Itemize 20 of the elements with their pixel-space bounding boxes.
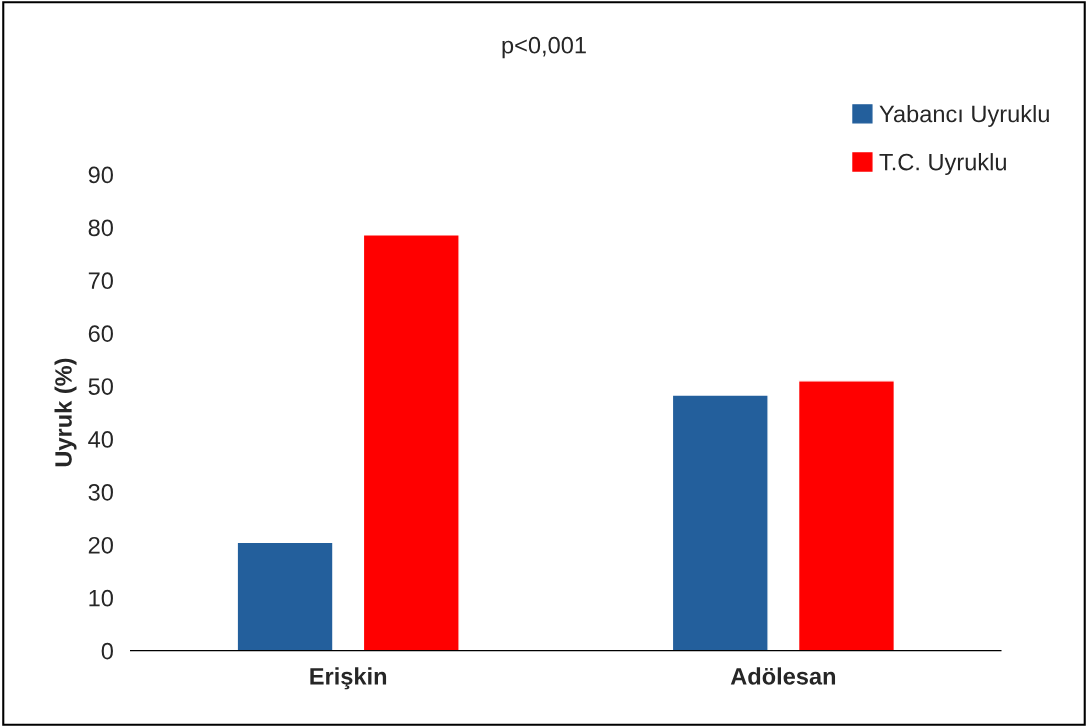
- bar: [797, 380, 896, 651]
- bar: [236, 541, 334, 651]
- y-tick-label: 40: [88, 431, 113, 448]
- y-tick-label: 80: [88, 219, 113, 237]
- bar: [362, 234, 460, 651]
- x-tick-label: Erişkin: [310, 667, 387, 690]
- chart-title: p<0,001: [502, 36, 586, 59]
- legend-label: T.C. Uyruklu: [879, 153, 1006, 176]
- y-tick-label: 50: [88, 378, 113, 395]
- bar: [671, 394, 769, 651]
- y-tick-label: 10: [89, 589, 113, 607]
- x-tick-label: Adölesan: [730, 667, 836, 685]
- y-tick-label: 90: [88, 166, 113, 184]
- y-tick-label: 60: [88, 325, 113, 342]
- y-tick-label: 20: [88, 536, 113, 554]
- y-axis-title: Uyruk (%): [54, 358, 77, 467]
- y-tick-label: 30: [88, 484, 113, 501]
- y-tick-label: 0: [101, 642, 113, 660]
- y-tick-label: 70: [88, 272, 113, 290]
- legend-label: Yabancı Uyruklu: [879, 104, 1049, 127]
